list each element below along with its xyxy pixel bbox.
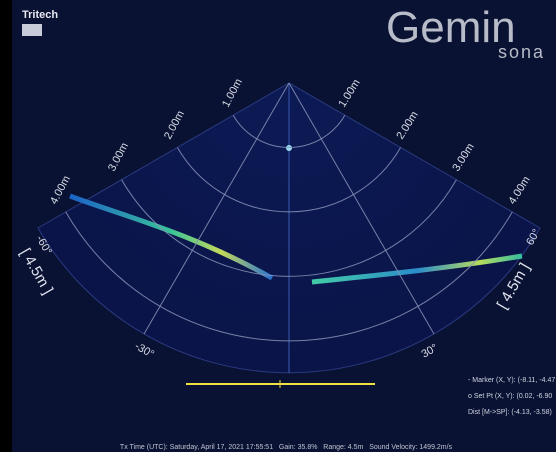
product-subtitle: sona [498, 42, 545, 62]
setpoint-readout: o Set Pt (X, Y): (0.02, -6.90 [468, 393, 552, 400]
range-rings [65, 82, 513, 342]
product-name: Gemin [386, 3, 516, 52]
logo-icon [22, 24, 42, 36]
marker-readout: - Marker (X, Y): (-8.11, -4.47 [468, 377, 555, 384]
distance-readout: Dist [M->SP]: (-4.13, -3.58) [468, 409, 552, 416]
status-bar: Tx Time (UTC): Saturday, April 17, 2021 … [120, 444, 453, 451]
company-logo: Tritech [22, 9, 58, 21]
target-echo [286, 145, 292, 151]
echo-right [311, 253, 523, 285]
